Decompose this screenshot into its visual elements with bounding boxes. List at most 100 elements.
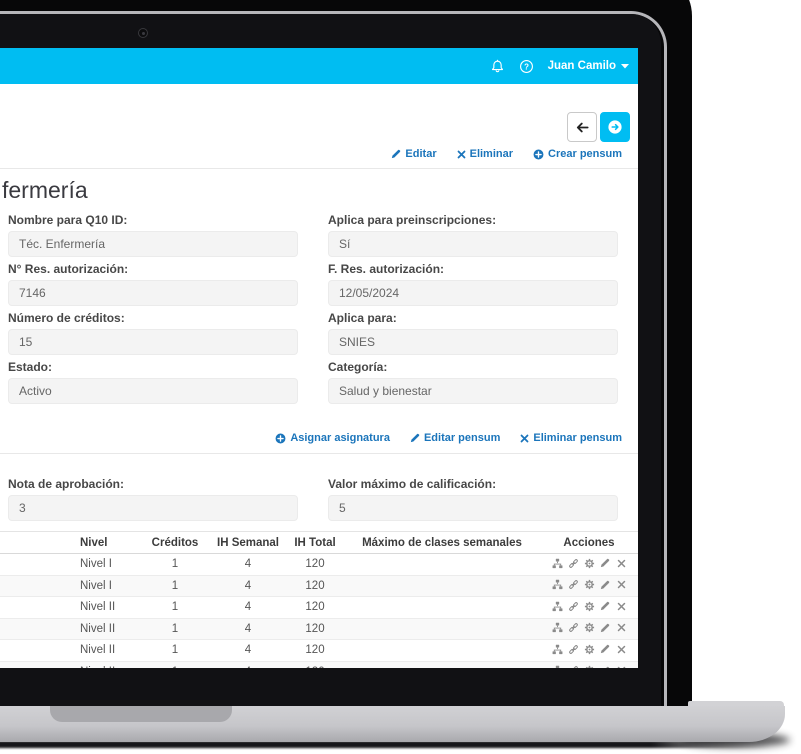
- row-actions: [551, 579, 627, 591]
- gear-icon[interactable]: [583, 665, 595, 668]
- cell-name: [0, 618, 78, 640]
- link-icon[interactable]: [567, 600, 579, 612]
- link-icon[interactable]: [567, 665, 579, 668]
- cell-ih-total: 120: [286, 575, 344, 597]
- delete-pensum-link[interactable]: Eliminar pensum: [520, 432, 622, 444]
- field-value-input[interactable]: Téc. Enfermería: [8, 231, 298, 257]
- delete-link[interactable]: Eliminar: [457, 148, 513, 160]
- link-icon[interactable]: [567, 579, 579, 591]
- table-row: Nivel II 1 4 120: [0, 618, 638, 640]
- cell-acciones: [540, 553, 638, 576]
- delete-x-icon[interactable]: [615, 643, 627, 655]
- field-value-input[interactable]: Sí: [328, 231, 618, 257]
- toolbar-links: Editar Eliminar Crear pensum: [0, 146, 638, 169]
- field-value-input[interactable]: 15: [8, 329, 298, 355]
- back-button[interactable]: [567, 112, 597, 142]
- row-actions: [551, 600, 627, 612]
- cell-nivel: Nivel I: [78, 575, 140, 597]
- field-label: Nombre para Q10 ID:: [8, 213, 128, 227]
- field-value-input[interactable]: SNIES: [328, 329, 618, 355]
- col-maximo: Máximo de clases semanales: [344, 531, 540, 554]
- help-circle-icon[interactable]: ?: [519, 59, 534, 74]
- cell-ih-semanal: 4: [210, 639, 286, 662]
- table-row: Nivel I 1 4 120: [0, 575, 638, 597]
- edit-pencil-icon[interactable]: [599, 643, 611, 655]
- edit-pencil-icon: [392, 149, 401, 159]
- page-title: fermería: [2, 177, 88, 203]
- cell-acciones: [540, 618, 638, 640]
- row-actions: [551, 622, 627, 634]
- edit-pencil-icon[interactable]: [599, 665, 611, 668]
- table-header-row: Nivel Créditos IH Semanal IH Total Máxim…: [0, 531, 638, 554]
- delete-x-icon[interactable]: [615, 665, 627, 668]
- create-pensum-link[interactable]: Crear pensum: [533, 148, 622, 160]
- laptop-base-notch: [50, 706, 232, 722]
- field-value-input[interactable]: Salud y bienestar: [328, 378, 618, 404]
- user-menu[interactable]: Juan Camilo: [548, 60, 629, 72]
- form-field: Aplica para: SNIES: [328, 312, 618, 355]
- row-actions: [551, 665, 627, 668]
- gear-icon[interactable]: [583, 643, 595, 655]
- program-form: Nombre para Q10 ID: Téc. Enfermería Apli…: [0, 212, 638, 410]
- edit-pencil-icon[interactable]: [599, 579, 611, 591]
- link-icon[interactable]: [567, 557, 579, 569]
- col-creditos: Créditos: [140, 531, 210, 554]
- field-value-input[interactable]: 12/05/2024: [328, 280, 618, 306]
- field-label: N° Res. autorización:: [8, 262, 129, 276]
- sitemap-icon[interactable]: [551, 643, 563, 655]
- edit-pencil-icon[interactable]: [599, 557, 611, 569]
- cell-nivel: Nivel II: [78, 661, 140, 668]
- field-label: Nota de aprobación:: [8, 477, 125, 491]
- edit-pencil-icon[interactable]: [599, 600, 611, 612]
- assign-subject-link[interactable]: Asignar asignatura: [275, 432, 390, 444]
- delete-x-icon[interactable]: [615, 622, 627, 634]
- laptop-hinge-step: [688, 701, 784, 709]
- cell-maximo: [344, 639, 540, 662]
- gear-icon[interactable]: [583, 579, 595, 591]
- sitemap-icon[interactable]: [551, 600, 563, 612]
- delete-x-icon[interactable]: [615, 557, 627, 569]
- delete-x-icon[interactable]: [615, 579, 627, 591]
- col-ih-total: IH Total: [286, 531, 344, 554]
- edit-pensum-link[interactable]: Editar pensum: [410, 432, 500, 444]
- table-row: Nivel II 1 4 120: [0, 639, 638, 662]
- field-value-input[interactable]: 5: [328, 495, 618, 521]
- sitemap-icon[interactable]: [551, 557, 563, 569]
- laptop-shadow: [0, 741, 770, 748]
- sitemap-icon[interactable]: [551, 622, 563, 634]
- edit-link[interactable]: Editar: [391, 148, 437, 160]
- link-icon[interactable]: [567, 622, 579, 634]
- field-label: Valor máximo de calificación:: [328, 477, 497, 491]
- form-field: Aplica para preinscripciones: Sí: [328, 214, 618, 257]
- gear-icon[interactable]: [583, 557, 595, 569]
- field-value-input[interactable]: 7146: [8, 280, 298, 306]
- bell-icon[interactable]: [490, 59, 505, 74]
- link-icon[interactable]: [567, 643, 579, 655]
- gear-icon[interactable]: [583, 622, 595, 634]
- cell-name: [0, 575, 78, 597]
- laptop-lid-trim: [0, 11, 667, 731]
- field-label: Categoría:: [328, 360, 388, 374]
- cell-ih-total: 120: [286, 553, 344, 576]
- delete-x-icon[interactable]: [615, 600, 627, 612]
- levels-table: Nivel Créditos IH Semanal IH Total Máxim…: [0, 531, 638, 668]
- cell-acciones: [540, 661, 638, 668]
- cell-maximo: [344, 618, 540, 640]
- cell-ih-semanal: 4: [210, 553, 286, 576]
- sitemap-icon[interactable]: [551, 665, 563, 668]
- edit-pencil-icon: [410, 433, 420, 443]
- cell-maximo: [344, 596, 540, 619]
- assign-subject-label: Asignar asignatura: [290, 432, 390, 444]
- go-button[interactable]: [600, 112, 630, 142]
- pensum-links: Asignar asignatura Editar pensum Elimina…: [0, 410, 638, 454]
- field-label: Estado:: [8, 360, 53, 374]
- col-ih-semanal: IH Semanal: [210, 531, 286, 554]
- gear-icon[interactable]: [583, 600, 595, 612]
- field-value-input[interactable]: 3: [8, 495, 298, 521]
- edit-pencil-icon[interactable]: [599, 622, 611, 634]
- sitemap-icon[interactable]: [551, 579, 563, 591]
- cell-creditos: 1: [140, 596, 210, 619]
- field-value-input[interactable]: Activo: [8, 378, 298, 404]
- grading-form: Nota de aprobación: 3 Valor máximo de ca…: [0, 454, 638, 527]
- cell-creditos: 1: [140, 575, 210, 597]
